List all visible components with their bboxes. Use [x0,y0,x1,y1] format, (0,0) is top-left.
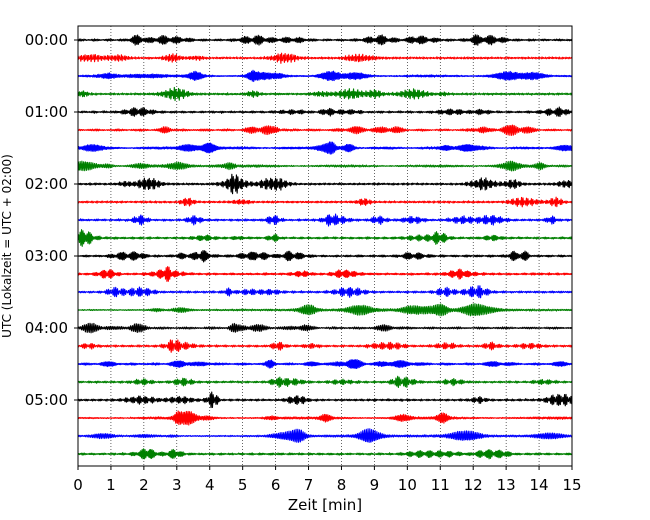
trace-line [77,141,573,155]
x-tick-label: 1 [106,476,116,494]
y-tick-label: 00:00 [25,31,68,49]
x-tick-label: 14 [530,476,549,494]
seismic-traces [77,34,573,460]
x-tick-label: 12 [464,476,483,494]
trace-line [77,124,573,137]
x-tick-label: 10 [398,476,417,494]
trace-line [77,196,573,208]
x-tick-label: 9 [370,476,380,494]
x-tick-label: 0 [73,476,83,494]
y-tick-label: 05:00 [25,391,68,409]
y-tick-label: 03:00 [25,247,68,265]
trace-line [77,391,573,409]
trace-line [77,69,573,83]
x-tick-label: 5 [238,476,248,494]
trace-line [77,229,573,247]
trace-line [77,266,573,282]
trace-line [77,52,573,64]
trace-line [77,428,573,443]
trace-line [77,250,573,263]
y-axis-ticks: 00:00 01:00 02:00 03:00 04:00 05:00 [25,31,78,409]
x-tick-label: 13 [497,476,516,494]
plot-frame [77,25,573,467]
trace-line [77,303,573,317]
trace-line [77,322,573,334]
y-tick-label: 01:00 [25,103,68,121]
trace-line [77,375,573,389]
x-tick-label: 2 [139,476,149,494]
trace-line [77,339,573,353]
trace-line [77,34,573,46]
x-tick-label: 15 [562,476,581,494]
y-tick-label: 04:00 [25,319,68,337]
y-tick-label: 02:00 [25,175,68,193]
x-tick-label: 3 [172,476,182,494]
x-tick-label: 6 [271,476,281,494]
trace-line [77,86,573,102]
y-axis-label: UTC (Lokalzeit = UTC + 02:00) [0,154,14,338]
trace-line [77,285,573,299]
trace-line [77,106,573,118]
trace-line [77,213,573,227]
grid-lines [110,26,540,466]
x-tick-label: 4 [205,476,215,494]
trace-line [77,359,573,370]
trace-line [77,173,573,195]
trace-line [77,410,573,426]
x-tick-label: 11 [431,476,450,494]
trace-line [77,160,573,172]
x-axis-label: Zeit [min] [288,496,362,514]
trace-line [77,448,573,460]
x-tick-label: 8 [337,476,347,494]
x-axis-ticks: 0 1 2 3 4 5 6 7 8 9 10 11 12 13 14 15 [73,466,582,494]
x-tick-label: 7 [304,476,314,494]
